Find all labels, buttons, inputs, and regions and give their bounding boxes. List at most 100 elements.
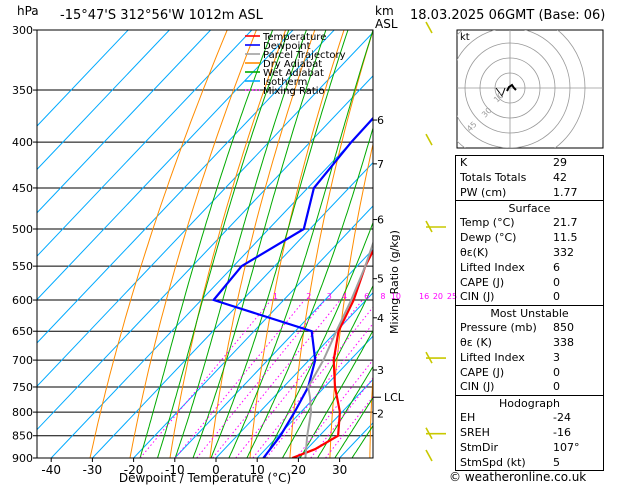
index-row: EH -24 xyxy=(456,411,603,426)
wet-adiabat-line xyxy=(317,365,373,458)
indices-section-title: Most Unstable xyxy=(490,307,569,321)
index-row: SREH -16 xyxy=(456,426,603,441)
index-label: CAPE (J) xyxy=(460,365,505,379)
indices-table: K 29 Totals Totals 42 PW (cm) 1.77 Surface Temp… xyxy=(455,155,604,472)
pressure-tick-label: 750 xyxy=(12,381,33,394)
index-value: 107° xyxy=(553,440,580,454)
temperature-tick-label: 0 xyxy=(212,463,220,477)
isotherm-line xyxy=(215,292,373,458)
wet-adiabat-line xyxy=(157,30,290,458)
index-label: SREH xyxy=(460,425,490,439)
index-value: 5 xyxy=(553,455,560,469)
index-label: CIN (J) xyxy=(460,290,495,304)
mixing-ratio-line xyxy=(295,359,373,458)
index-label: StmDir xyxy=(460,440,499,454)
index-label: θε(K) xyxy=(460,245,489,259)
dry-adiabat-line xyxy=(209,30,316,458)
series-dewpoint xyxy=(211,116,373,458)
x-axis-label: Dewpoint / Temperature (°C) xyxy=(119,471,291,485)
indices-section-surface: Surface Temp (°C) 21.7 Dewp (°C) 11.5 θε(K) 33… xyxy=(456,200,603,305)
index-label: Dewp (°C) xyxy=(460,231,517,245)
mixing-ratio-line xyxy=(252,306,373,458)
temperature-tick-label: 30 xyxy=(332,463,347,477)
index-value: 42 xyxy=(553,170,567,184)
dry-adiabat-line xyxy=(410,30,461,458)
height-tick-label: 6 xyxy=(377,214,384,227)
wet-adiabat-line xyxy=(139,30,274,458)
isotherm-line xyxy=(174,248,373,458)
index-value: 0 xyxy=(553,380,560,394)
index-label: EH xyxy=(460,411,476,425)
pressure-tick-label: 900 xyxy=(12,452,33,465)
hodograph-unit-label: kt xyxy=(460,32,470,43)
pressure-tick-label: 350 xyxy=(12,84,33,97)
index-row: StmDir 107° xyxy=(456,441,603,456)
indices-section-hodograph: Hodograph EH -24 SREH -16 StmDir 107° StmSpd (k… xyxy=(456,395,603,470)
index-row: StmSpd (kt) 5 xyxy=(456,456,603,471)
legend-label: Parcel Trajectory xyxy=(263,50,346,61)
temperature-tick-label: 20 xyxy=(291,463,306,477)
dry-adiabat-line xyxy=(129,30,257,458)
mixing-ratio-label: 16 xyxy=(419,292,429,301)
isotherm-line xyxy=(37,30,335,344)
height-unit-asl: ASL xyxy=(375,17,398,31)
mixing-ratio-label: 2 xyxy=(306,292,311,301)
wet-adiabat-line xyxy=(282,284,373,458)
pressure-tick-label: 850 xyxy=(12,430,33,443)
indices-top: K 29 Totals Totals 42 PW (cm) 1.77 xyxy=(456,156,603,200)
mixing-ratio-label: 20 xyxy=(433,292,443,301)
wet-adiabat-line xyxy=(264,221,373,458)
index-row: Dewp (°C) 11.5 xyxy=(456,231,603,246)
index-row: Totals Totals 42 xyxy=(456,171,603,186)
temperature-tick-label: -10 xyxy=(165,463,185,477)
index-value: 0 xyxy=(553,290,560,304)
index-value: 21.7 xyxy=(553,216,578,230)
legend-label: Wet Adiabat xyxy=(263,68,324,79)
index-label: CAPE (J) xyxy=(460,275,505,289)
index-value: 332 xyxy=(553,245,574,259)
index-value: 0 xyxy=(553,275,560,289)
isotherm-line xyxy=(37,30,170,171)
dry-adiabat-line xyxy=(89,30,228,458)
wind-barb-staff xyxy=(425,21,433,34)
index-value: -16 xyxy=(553,425,571,439)
legend-label: Dry Adiabat xyxy=(263,59,322,70)
mixing-ratio-line xyxy=(325,395,373,458)
height-tick-label: 5 xyxy=(377,273,384,286)
index-value: 3 xyxy=(553,350,560,364)
mixing-ratio-line xyxy=(235,299,363,458)
legend-label: Isotherm xyxy=(263,77,307,88)
pressure-unit-label: hPa xyxy=(17,4,39,18)
index-row: Lifted Index 6 xyxy=(456,261,603,276)
isotherm-line xyxy=(37,30,294,301)
index-row: CAPE (J) 0 xyxy=(456,276,603,291)
profile-series xyxy=(211,116,373,458)
wind-barbs xyxy=(425,21,446,462)
background-lines xyxy=(37,30,461,458)
mixing-ratio-axis-label: Mixing Ratio (g/kg) xyxy=(388,230,401,334)
lcl-label: LCL xyxy=(384,391,405,404)
mixing-ratio-line xyxy=(266,322,373,458)
dry-adiabat-line xyxy=(329,142,373,458)
wind-barb-staff xyxy=(425,449,433,462)
wet-adiabat-line xyxy=(210,30,349,458)
index-label: PW (cm) xyxy=(460,185,507,199)
temperature-tick-label: -20 xyxy=(124,463,144,477)
mixing-ratio-label: 6 xyxy=(364,292,369,301)
timestamp-label: 18.03.2025 06GMT (Base: 06) xyxy=(410,8,606,23)
wet-adiabat-line xyxy=(192,30,327,458)
index-label: Lifted Index xyxy=(460,350,525,364)
index-value: 1.77 xyxy=(553,185,578,199)
temperature-tick-label: -30 xyxy=(83,463,103,477)
index-row: CAPE (J) 0 xyxy=(456,366,603,381)
dry-adiabat-line xyxy=(249,30,345,458)
height-tick-label: 6 xyxy=(377,114,384,127)
index-label: Totals Totals xyxy=(460,170,527,184)
mixing-ratio-label: 25 xyxy=(447,292,457,301)
pressure-tick-label: 600 xyxy=(12,294,33,307)
dry-adiabat-line xyxy=(169,30,287,458)
mixing-ratio-label: 8 xyxy=(380,292,385,301)
pressure-tick-label: 300 xyxy=(12,24,33,37)
height-tick-label: 3 xyxy=(377,364,384,377)
